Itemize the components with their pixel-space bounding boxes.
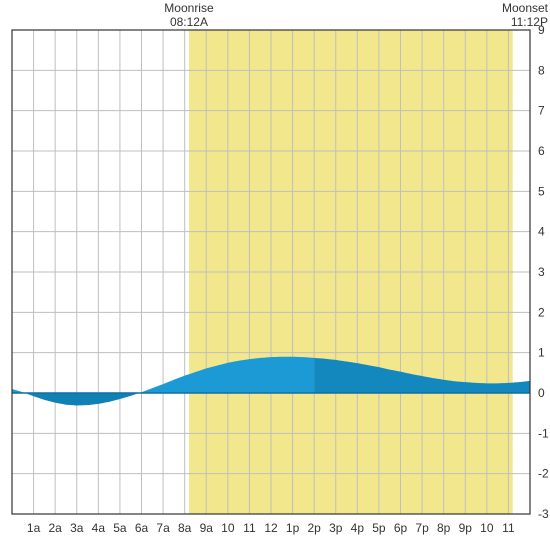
y-tick-label: 1: [538, 346, 545, 360]
x-tick-label: 5a: [113, 521, 127, 535]
x-tick-label: 4a: [92, 521, 106, 535]
x-tick-label: 2a: [48, 521, 62, 535]
x-tick-label: 12: [264, 521, 278, 535]
x-tick-label: 11: [243, 521, 256, 535]
moonset-time: 11:12P: [511, 15, 548, 29]
x-tick-label: 1a: [27, 521, 41, 535]
moonrise-label: Moonrise: [164, 1, 214, 15]
x-tick-label: 5p: [372, 521, 386, 535]
moonrise-time: 08:12A: [170, 15, 208, 29]
y-tick-label: 8: [538, 63, 545, 77]
y-tick-label: -1: [538, 426, 549, 440]
x-tick-label: 8a: [178, 521, 192, 535]
tide-chart: { "chart": { "type": "area", "width": 55…: [0, 0, 550, 550]
x-tick-label: 1p: [286, 521, 300, 535]
y-tick-label: 5: [538, 184, 545, 198]
y-tick-label: 0: [538, 386, 545, 400]
x-tick-label: 7p: [415, 521, 429, 535]
x-tick-label: 9a: [200, 521, 214, 535]
x-tick-label: 9p: [459, 521, 473, 535]
x-tick-label: 3p: [329, 521, 343, 535]
y-tick-label: 3: [538, 265, 545, 279]
moonset-label: Moonset: [502, 1, 549, 15]
chart-svg: 1a2a3a4a5a6a7a8a9a1011121p2p3p4p5p6p7p8p…: [0, 0, 550, 550]
x-tick-label: 8p: [437, 521, 451, 535]
x-tick-label: 2p: [307, 521, 321, 535]
x-tick-label: 11: [502, 521, 515, 535]
y-tick-label: 7: [538, 104, 545, 118]
y-tick-label: 6: [538, 144, 545, 158]
y-tick-label: -3: [538, 507, 549, 521]
y-tick-label: 2: [538, 305, 545, 319]
x-tick-label: 3a: [70, 521, 84, 535]
x-tick-label: 10: [480, 521, 494, 535]
x-tick-label: 10: [221, 521, 235, 535]
x-tick-label: 6a: [135, 521, 149, 535]
y-tick-label: 4: [538, 225, 545, 239]
x-tick-label: 6p: [394, 521, 408, 535]
x-tick-label: 7a: [156, 521, 170, 535]
x-tick-label: 4p: [351, 521, 365, 535]
y-tick-label: -2: [538, 467, 549, 481]
